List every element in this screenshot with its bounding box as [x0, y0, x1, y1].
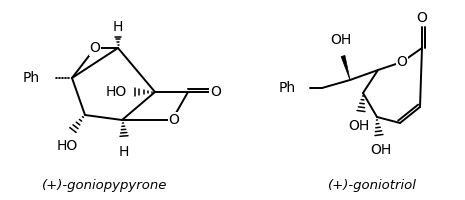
- Text: (+)-goniopypyrone: (+)-goniopypyrone: [42, 180, 168, 192]
- Text: Ph: Ph: [23, 71, 40, 85]
- Text: O: O: [90, 41, 100, 55]
- Text: HO: HO: [106, 85, 127, 99]
- Text: OH: OH: [348, 119, 370, 133]
- Text: O: O: [210, 85, 221, 99]
- Text: HO: HO: [56, 139, 78, 153]
- Text: O: O: [397, 55, 407, 69]
- Text: H: H: [119, 145, 129, 159]
- Text: Ph: Ph: [279, 81, 296, 95]
- Text: OH: OH: [330, 33, 352, 47]
- Text: O: O: [169, 113, 179, 127]
- Text: O: O: [417, 11, 427, 25]
- Polygon shape: [341, 55, 350, 80]
- Text: (+)-goniotriol: (+)-goniotriol: [327, 180, 417, 192]
- Text: OH: OH: [371, 143, 392, 157]
- Text: H: H: [113, 20, 123, 34]
